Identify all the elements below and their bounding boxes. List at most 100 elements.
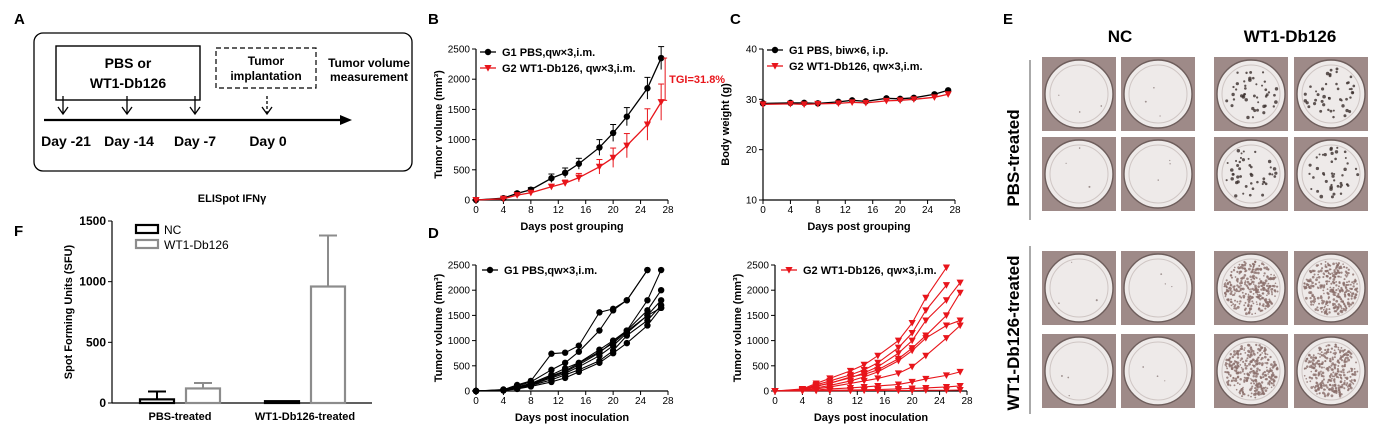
plate-spot (1254, 260, 1257, 263)
plate-spot (1245, 71, 1248, 75)
plate-spot (1247, 293, 1250, 296)
plate-spot (1328, 308, 1331, 311)
plate-spot (1330, 160, 1334, 163)
plate-spot (1313, 386, 1317, 389)
chart-f-category-label: WT1-Db126-treated (255, 411, 355, 423)
plate-spot (1270, 273, 1272, 276)
plate-spot (1249, 346, 1253, 349)
chart-b-x-tick-label: 20 (608, 205, 620, 216)
plate-spot (1317, 273, 1319, 276)
chart-d2-x-tick-label: 0 (772, 396, 778, 407)
plate-spot (1347, 303, 1349, 306)
plate-spot (1327, 96, 1330, 99)
plate-spot (1233, 353, 1236, 356)
plate-spot (1337, 365, 1340, 367)
plate-spot (1330, 387, 1333, 391)
plate-spot (1275, 285, 1279, 288)
plate-spot (1338, 282, 1341, 285)
plate-spot (1262, 386, 1266, 390)
plate-spot (1335, 387, 1337, 390)
plate-well (1123, 59, 1193, 129)
plate-spot (1261, 84, 1264, 87)
chart-d1-individual-point (596, 348, 603, 355)
plate-spot (1225, 99, 1229, 103)
plate-spot (1247, 300, 1251, 303)
plate-spot (1226, 381, 1229, 384)
plate-spot (1321, 284, 1323, 287)
chart-d1-individual-point (561, 359, 569, 366)
plate-spot (1156, 375, 1159, 378)
plate-spot (1316, 93, 1320, 97)
plate-spot (1339, 381, 1342, 384)
chart-d2-individual-point (894, 357, 903, 365)
chart-d2-individual-point (846, 373, 855, 381)
plate-spot (1319, 392, 1321, 394)
chart-d1-legend-marker (486, 266, 494, 274)
plate-spot (1315, 156, 1318, 159)
plate-spot (1243, 380, 1246, 383)
plate-spot (1337, 346, 1340, 349)
plate-spot (1343, 365, 1346, 368)
plate-spot (1317, 352, 1319, 355)
plate-spot (1329, 351, 1332, 354)
plate-spot (1317, 373, 1321, 376)
plate-spot (1228, 357, 1232, 360)
timeline-arrows (57, 96, 273, 116)
plate-spot (1238, 167, 1242, 171)
plate-spot (1343, 291, 1346, 294)
plate-spot (1234, 276, 1237, 278)
plate-spot (1255, 277, 1258, 279)
plate-spot (1229, 374, 1232, 377)
plate-spot (1229, 284, 1232, 286)
plate-spot (1349, 283, 1352, 286)
plate-spot (1332, 371, 1335, 374)
plate-spot (1320, 370, 1322, 373)
plate-spot (1316, 306, 1319, 309)
plate-spot (1263, 181, 1266, 184)
plate-spot (1228, 364, 1232, 368)
plate-spot (1263, 288, 1266, 291)
plate-spot (1257, 282, 1261, 285)
plate-spot (1336, 263, 1339, 267)
plate-spot (1333, 179, 1336, 182)
plate-spot (1263, 355, 1267, 359)
plate-spot (1224, 361, 1228, 365)
chart-d1-x-tick-label: 4 (501, 396, 507, 407)
chart-d2-individual-line-4 (774, 292, 961, 392)
plate-spot (1259, 302, 1261, 305)
chart-b-point-s2 (527, 189, 535, 197)
panel-f: F 0 500 1000 1500 Spot Forming Units (SFU) EL… (14, 193, 372, 423)
plate-spot (1249, 290, 1253, 294)
plate-spot (1348, 294, 1351, 297)
plate-spot (1267, 304, 1271, 308)
plate-spot (1250, 296, 1254, 299)
plate-spot (1350, 288, 1353, 291)
plate-spot (1310, 376, 1314, 380)
plate-spot (1271, 292, 1273, 294)
plate-spot (1244, 366, 1248, 370)
plate-spot (1255, 343, 1258, 347)
chart-d2-individual-point (922, 375, 930, 383)
chart-d2-individual-point (894, 381, 903, 389)
plate-well-rim (1128, 64, 1188, 124)
panel-d: D 0 4 8 12 16 20 24 2805001000150020002500Days … (428, 225, 973, 424)
plate-spot (1254, 360, 1257, 363)
plate-spot (1315, 381, 1318, 384)
plate-spot (1261, 352, 1264, 354)
plate-spot (1241, 287, 1245, 291)
plate-spot (1239, 352, 1242, 356)
plate-spot (1271, 382, 1274, 385)
plate-spot (1244, 281, 1247, 284)
plate-spot (1312, 176, 1315, 179)
plate-spot (1327, 263, 1330, 267)
plate-spot (1332, 262, 1335, 266)
chart-d2-individual-point (942, 297, 951, 304)
chart-d1-individual-point (644, 322, 651, 329)
plate-spot (1246, 364, 1249, 367)
plate-spot (1229, 353, 1233, 356)
plate-spot (1345, 307, 1348, 310)
plate-spot (1244, 280, 1247, 282)
chart-b-point-s2 (575, 174, 583, 182)
plate-spot (1245, 377, 1248, 380)
chart-d2-individual-point (846, 367, 855, 375)
